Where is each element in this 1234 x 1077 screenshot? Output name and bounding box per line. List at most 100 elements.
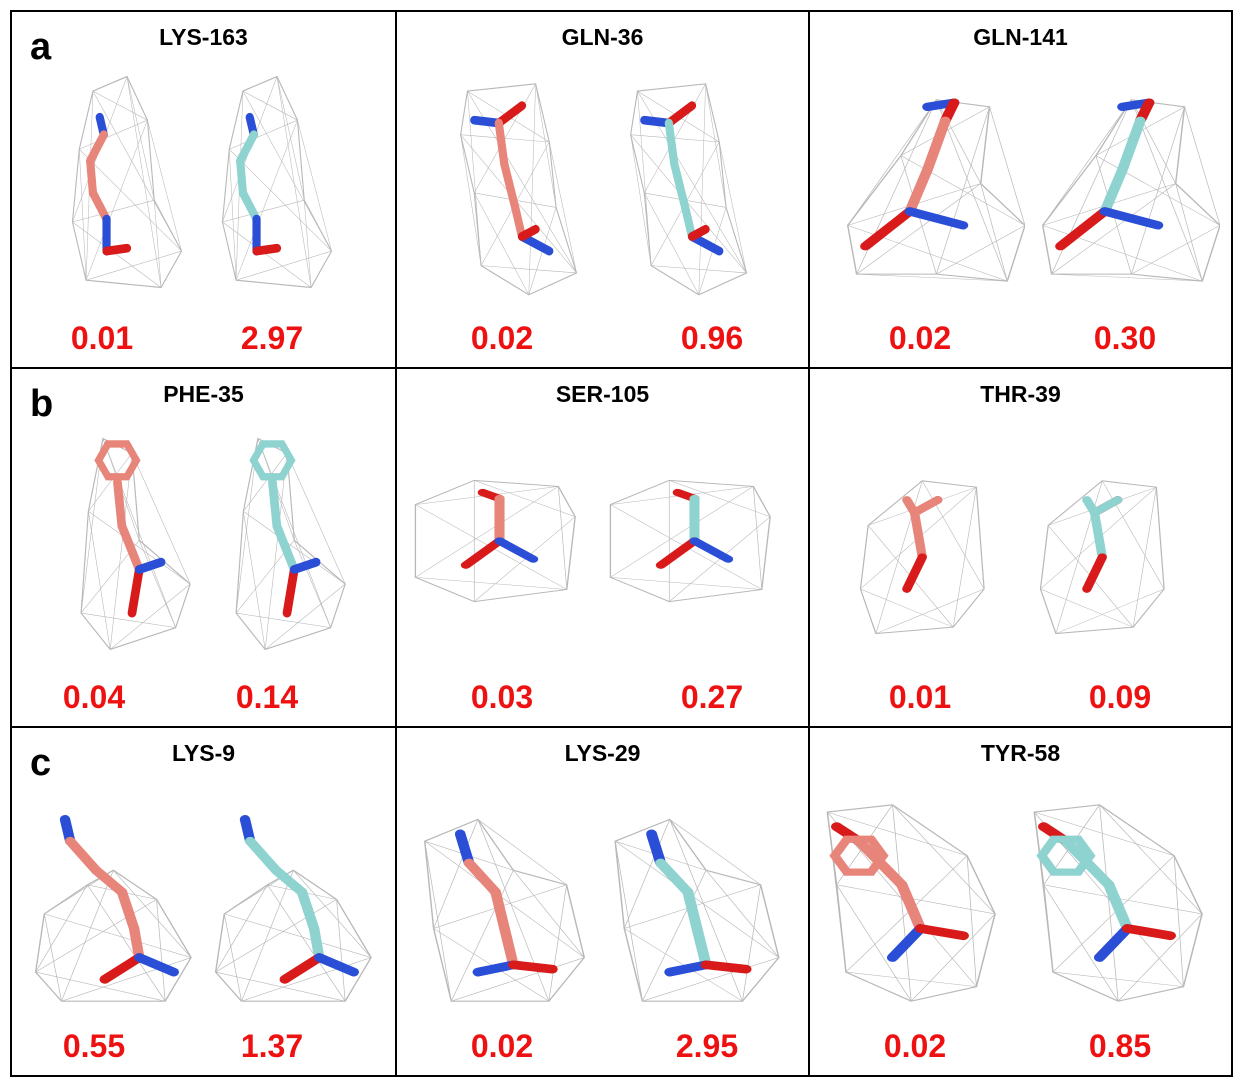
density-mesh-line xyxy=(92,90,148,121)
bond-stick xyxy=(289,557,321,574)
bond-stick xyxy=(687,224,710,241)
density-mesh-line xyxy=(156,899,166,1002)
bond-stick xyxy=(88,188,111,224)
density-mesh-line xyxy=(85,120,148,281)
model-svg xyxy=(1041,98,1220,282)
bond-stick xyxy=(886,924,927,962)
density-mesh-line xyxy=(424,840,585,958)
density-mesh-line xyxy=(856,273,1008,282)
bond-stick xyxy=(904,165,933,216)
density-mesh-line xyxy=(236,612,331,628)
density-mesh-line xyxy=(845,971,977,987)
bond-stick xyxy=(664,118,679,169)
bond-stick xyxy=(1082,553,1107,593)
panel-b3: THR-39 0.01 0.09 xyxy=(810,369,1231,728)
density-mesh-line xyxy=(1043,884,1203,915)
density-mesh-line xyxy=(293,870,372,958)
fit-score-right: 0.09 xyxy=(1088,679,1152,715)
density-mesh-line xyxy=(477,819,567,886)
threonine-model-icon xyxy=(1025,449,1195,659)
density-mesh-line xyxy=(304,200,312,288)
bond-stick xyxy=(896,880,927,933)
density-mesh-line xyxy=(1052,855,1175,973)
bond-stick xyxy=(689,537,734,563)
density-mesh-line xyxy=(989,106,1025,226)
bond-stick xyxy=(508,960,558,974)
bond-stick xyxy=(296,887,320,933)
density-mesh-line xyxy=(215,884,268,973)
panel-c2: LYS-29 0.02 2.95 xyxy=(397,728,810,1075)
bond-stick xyxy=(640,115,673,128)
density-mesh-line xyxy=(139,540,176,628)
density-mesh-line xyxy=(669,480,771,517)
model-svg xyxy=(460,83,578,296)
density-mesh-line xyxy=(1042,225,1052,275)
density-mesh-line xyxy=(433,928,550,1002)
density-mesh-line xyxy=(481,265,577,274)
model-svg xyxy=(235,437,346,651)
bond-stick xyxy=(308,924,325,962)
fit-score-left: 0.02 xyxy=(888,320,952,356)
panel-b2: SER-105 0.03 0.27 xyxy=(397,369,810,728)
density-mesh-line xyxy=(624,928,743,1002)
density-mesh-line xyxy=(548,884,567,1002)
density-mesh-line xyxy=(109,583,191,650)
fit-score-right: 0.14 xyxy=(235,679,299,715)
bond-stick xyxy=(314,953,359,977)
density-mesh-line xyxy=(936,106,990,275)
model-svg xyxy=(80,437,191,651)
bond-stick xyxy=(902,496,920,517)
bond-stick xyxy=(238,188,261,224)
density-mesh-line xyxy=(241,957,372,1002)
density-mesh-line xyxy=(1040,588,1134,628)
density-mesh-line xyxy=(1132,487,1157,628)
density-mesh-outline xyxy=(221,75,333,289)
density-mesh-line xyxy=(474,480,576,517)
density-mesh-line xyxy=(827,811,968,856)
density-mesh-line xyxy=(294,540,331,628)
residue-title: LYS-9 xyxy=(171,740,236,766)
lysine-model-icon xyxy=(52,62,202,302)
density-mesh-line xyxy=(79,119,148,150)
density-mesh-line xyxy=(836,884,996,915)
bond-stick xyxy=(1089,508,1107,562)
bond-stick xyxy=(128,924,145,962)
bond-stick xyxy=(1121,924,1176,941)
density-mesh-line xyxy=(1131,106,1185,275)
density-mesh-line xyxy=(742,884,761,1002)
model-svg xyxy=(71,75,183,289)
bond-stick xyxy=(494,101,527,128)
density-mesh-line xyxy=(637,91,652,266)
density-mesh-line xyxy=(623,819,671,929)
density-mesh-line xyxy=(952,487,977,628)
density-mesh-line xyxy=(72,221,162,288)
fit-score-left: 0.03 xyxy=(470,679,534,715)
density-mesh-line xyxy=(1099,804,1203,915)
density-mesh-line xyxy=(1033,812,1054,973)
density-mesh-outline xyxy=(235,437,346,651)
density-mesh-line xyxy=(892,804,996,915)
density-mesh-line xyxy=(87,884,166,1002)
density-mesh-line xyxy=(1173,855,1184,987)
density-mesh-outline xyxy=(859,480,985,635)
bond-stick xyxy=(127,565,144,618)
bond-stick xyxy=(1103,880,1134,933)
model-svg xyxy=(414,479,576,603)
residue-title: TYR-58 xyxy=(980,740,1061,766)
density-mesh-line xyxy=(875,588,985,634)
density-mesh-line xyxy=(450,870,514,1002)
bond-stick xyxy=(499,924,519,970)
bond-stick xyxy=(116,887,140,933)
bond-stick xyxy=(490,887,510,933)
density-mesh-line xyxy=(415,577,567,590)
density-mesh-line xyxy=(229,149,332,252)
density-mesh-line xyxy=(79,91,94,150)
density-mesh-line xyxy=(1055,588,1165,634)
density-mesh-line xyxy=(1055,480,1103,634)
bond-stick xyxy=(236,130,258,166)
density-mesh-line xyxy=(1051,183,1176,275)
panel-c1: c LYS-9 0.55 1.37 xyxy=(12,728,397,1075)
bond-stick xyxy=(670,159,690,212)
density-mesh-line xyxy=(614,841,643,1002)
panel-grid: a LYS-163 0.01 2.97 GLN-36 0.02 0.96 GLN… xyxy=(10,10,1233,1077)
